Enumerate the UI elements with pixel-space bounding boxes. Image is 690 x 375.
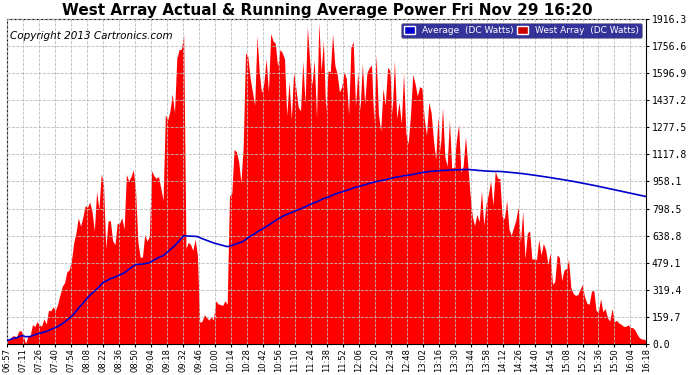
Legend: Average  (DC Watts), West Array  (DC Watts): Average (DC Watts), West Array (DC Watts…	[402, 24, 642, 38]
Text: Copyright 2013 Cartronics.com: Copyright 2013 Cartronics.com	[10, 32, 173, 41]
Title: West Array Actual & Running Average Power Fri Nov 29 16:20: West Array Actual & Running Average Powe…	[61, 3, 592, 18]
